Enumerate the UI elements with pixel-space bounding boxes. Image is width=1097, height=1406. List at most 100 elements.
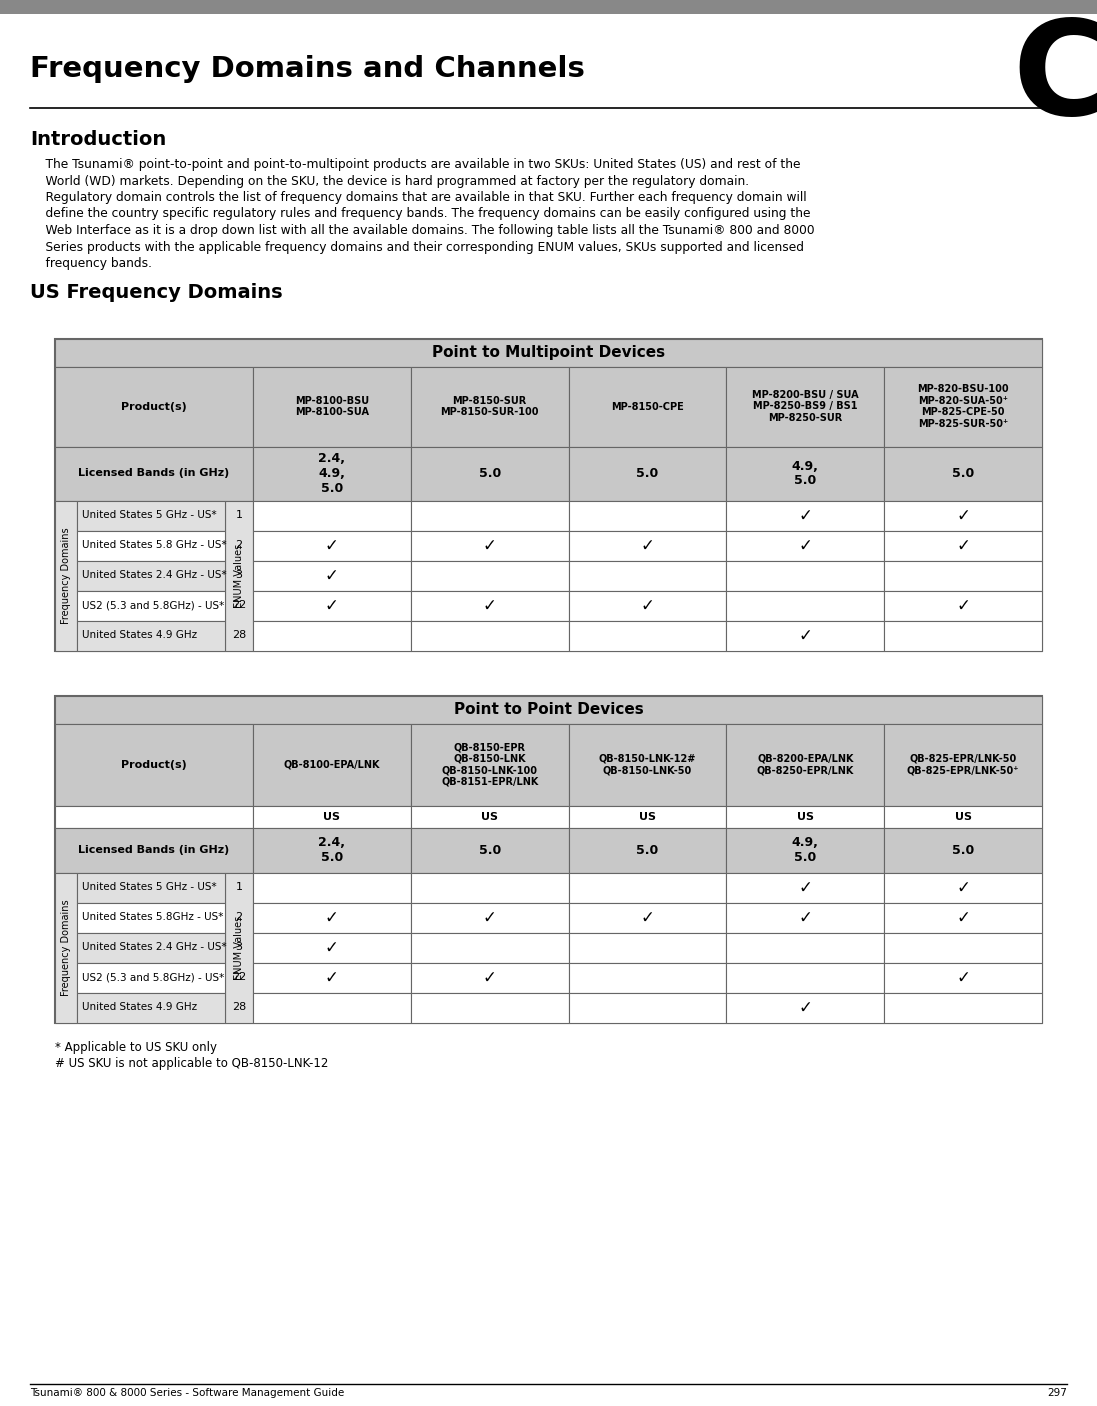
Bar <box>55 367 253 447</box>
Text: ✓: ✓ <box>799 506 812 524</box>
Text: QB-8100-EPA/LNK: QB-8100-EPA/LNK <box>284 759 381 769</box>
Text: 3: 3 <box>236 942 242 952</box>
Text: US Frequency Domains: US Frequency Domains <box>30 284 283 302</box>
Bar <box>77 591 225 620</box>
Text: Licensed Bands (in GHz): Licensed Bands (in GHz) <box>78 845 229 855</box>
Text: ✓: ✓ <box>957 969 970 987</box>
Text: US: US <box>638 811 656 821</box>
Text: ENUM Values: ENUM Values <box>234 543 244 607</box>
Text: Frequency Domains and Channels: Frequency Domains and Channels <box>30 55 585 83</box>
Bar <box>77 963 225 993</box>
Bar <box>55 828 253 873</box>
Bar <box>726 932 884 963</box>
Text: US2 (5.3 and 5.8GHz) - US*: US2 (5.3 and 5.8GHz) - US* <box>82 973 224 983</box>
Text: QB-8150-EPR
QB-8150-LNK
QB-8150-LNK-100
QB-8151-EPR/LNK: QB-8150-EPR QB-8150-LNK QB-8150-LNK-100 … <box>441 742 539 787</box>
Bar <box>253 806 410 828</box>
Bar <box>726 903 884 932</box>
Text: United States 2.4 GHz - US*: United States 2.4 GHz - US* <box>82 942 227 952</box>
Bar <box>55 696 1042 724</box>
Bar <box>726 873 884 903</box>
Text: ✓: ✓ <box>483 969 497 987</box>
Text: United States 4.9 GHz: United States 4.9 GHz <box>82 630 197 641</box>
Text: ✓: ✓ <box>325 969 339 987</box>
Text: ✓: ✓ <box>641 537 655 554</box>
Text: ✓: ✓ <box>325 567 339 585</box>
Bar <box>726 963 884 993</box>
Bar <box>77 932 225 963</box>
Bar <box>568 993 726 1022</box>
Bar <box>884 591 1042 620</box>
Bar <box>55 873 77 1022</box>
Text: ✓: ✓ <box>325 596 339 614</box>
Text: The Tsunami® point-to-point and point-to-multipoint products are available in tw: The Tsunami® point-to-point and point-to… <box>30 157 801 172</box>
Bar <box>884 903 1042 932</box>
Text: United States 5 GHz - US*: United States 5 GHz - US* <box>82 510 216 520</box>
Text: ✓: ✓ <box>641 596 655 614</box>
Bar <box>884 561 1042 591</box>
Text: QB-8150-LNK-12#
QB-8150-LNK-50: QB-8150-LNK-12# QB-8150-LNK-50 <box>599 754 697 775</box>
Text: 2.4,
5.0: 2.4, 5.0 <box>318 837 346 865</box>
Text: 5.0: 5.0 <box>478 467 501 479</box>
Text: ✓: ✓ <box>325 537 339 554</box>
Text: 5.0: 5.0 <box>952 844 974 856</box>
Bar <box>568 724 726 806</box>
Bar <box>410 932 568 963</box>
Text: 22: 22 <box>231 973 246 983</box>
Bar <box>726 561 884 591</box>
Text: United States 5 GHz - US*: United States 5 GHz - US* <box>82 883 216 893</box>
Bar <box>253 828 410 873</box>
Bar <box>410 724 568 806</box>
Text: 28: 28 <box>231 630 246 641</box>
Bar <box>55 806 253 828</box>
Text: define the country specific regulatory rules and frequency bands. The frequency : define the country specific regulatory r… <box>30 208 811 221</box>
Bar <box>410 806 568 828</box>
Bar <box>410 903 568 932</box>
Bar <box>884 620 1042 651</box>
Text: Licensed Bands (in GHz): Licensed Bands (in GHz) <box>78 468 229 478</box>
Text: ✓: ✓ <box>957 596 970 614</box>
Bar <box>884 367 1042 447</box>
Text: ✓: ✓ <box>483 908 497 927</box>
Text: Introduction: Introduction <box>30 129 167 149</box>
Bar <box>253 447 410 501</box>
Bar <box>55 339 1042 651</box>
Text: US: US <box>324 811 340 821</box>
Bar <box>410 501 568 530</box>
Bar <box>253 993 410 1022</box>
Bar <box>77 873 225 903</box>
Bar <box>568 903 726 932</box>
Bar <box>55 696 1042 1022</box>
Text: ✓: ✓ <box>799 879 812 897</box>
Bar <box>568 828 726 873</box>
Text: United States 2.4 GHz - US*: United States 2.4 GHz - US* <box>82 571 227 581</box>
Text: ✓: ✓ <box>957 908 970 927</box>
Text: 5.0: 5.0 <box>952 467 974 479</box>
Bar <box>726 367 884 447</box>
Text: Frequency Domains: Frequency Domains <box>61 527 71 624</box>
Text: ✓: ✓ <box>799 998 812 1017</box>
Bar <box>726 806 884 828</box>
Bar <box>77 903 225 932</box>
Text: ✓: ✓ <box>957 879 970 897</box>
Text: Web Interface as it is a drop down list with all the available domains. The foll: Web Interface as it is a drop down list … <box>30 224 815 238</box>
Text: frequency bands.: frequency bands. <box>30 257 152 270</box>
Bar <box>55 501 77 651</box>
Bar <box>568 447 726 501</box>
Bar <box>253 932 410 963</box>
Text: Product(s): Product(s) <box>121 759 186 769</box>
Text: 2: 2 <box>236 540 242 551</box>
Text: ✓: ✓ <box>483 596 497 614</box>
Bar <box>884 447 1042 501</box>
Bar <box>410 828 568 873</box>
Text: Tsunami® 800 & 8000 Series - Software Management Guide: Tsunami® 800 & 8000 Series - Software Ma… <box>30 1388 344 1398</box>
Text: 1: 1 <box>236 510 242 520</box>
Text: 5.0: 5.0 <box>636 844 658 856</box>
Bar <box>410 873 568 903</box>
Bar <box>225 873 253 1022</box>
Bar <box>253 591 410 620</box>
Bar <box>253 903 410 932</box>
Bar <box>884 963 1042 993</box>
Bar <box>253 620 410 651</box>
Bar <box>410 530 568 561</box>
Bar <box>55 339 1042 367</box>
